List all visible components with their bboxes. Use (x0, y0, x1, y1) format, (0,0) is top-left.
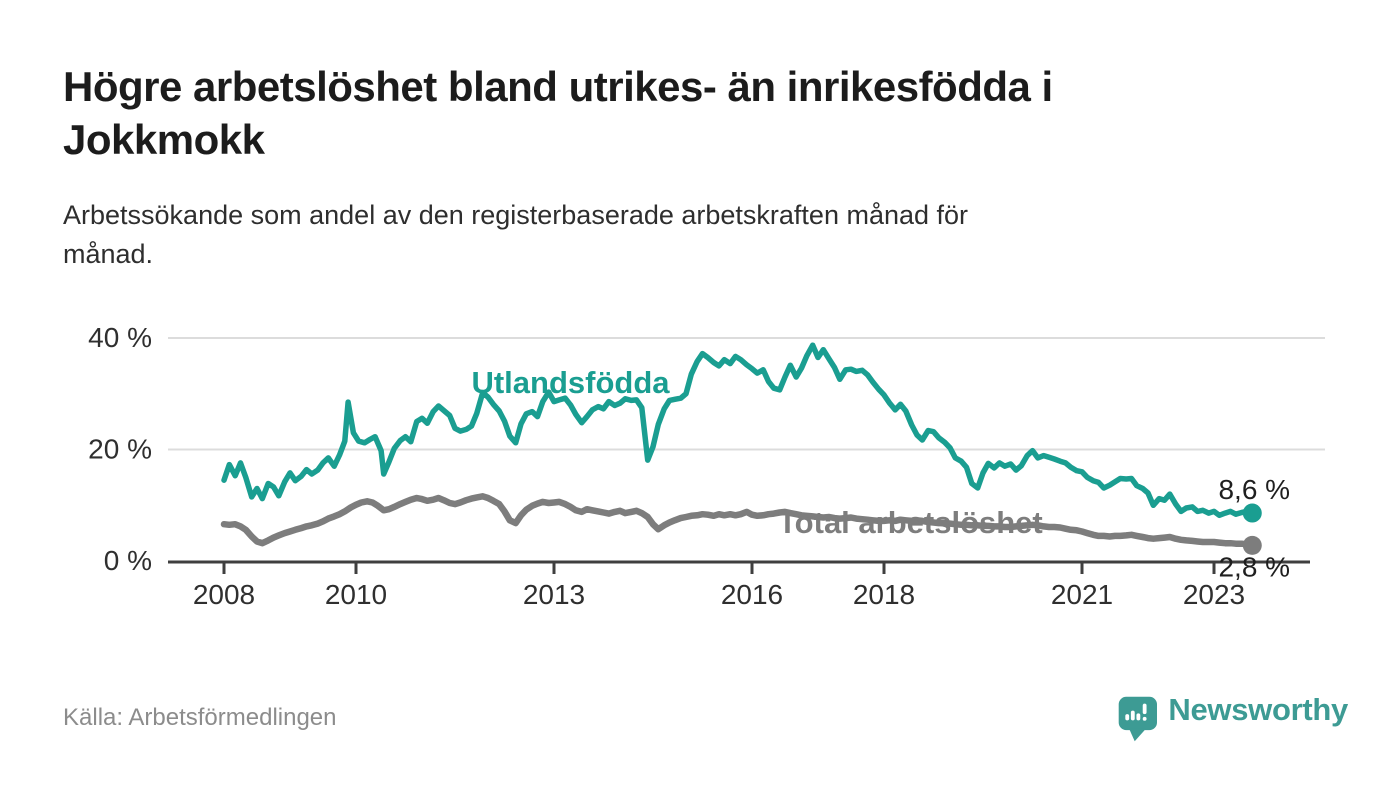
utlandsfodda-series-label: Utlandsfödda (471, 365, 670, 400)
total-arbetsloshet-line (220, 493, 1256, 549)
source-note: Källa: Arbetsförmedlingen (63, 704, 337, 731)
newsworthy-logo-text: Newsworthy (1168, 692, 1348, 727)
chart-subtitle: Arbetssökande som andel av den registerb… (63, 200, 969, 269)
total-arbetsloshet-end-dot (1242, 535, 1262, 555)
utlandsfodda-line (221, 342, 1256, 519)
chart-title: Högre arbetslöshet bland utrikes- än inr… (63, 63, 1053, 163)
x-tick-label-2010: 2010 (325, 579, 387, 610)
newsworthy-logo: Newsworthy (1118, 684, 1348, 754)
bar-chart-speech-bubble-icon (1118, 696, 1157, 742)
utlandsfodda-end-dot (1242, 503, 1262, 523)
x-tick-label-2016: 2016 (721, 579, 783, 610)
total-arbetsloshet-series-label: Total arbetslöshet (778, 505, 1043, 540)
x-tick-label-2023: 2023 (1183, 579, 1245, 610)
utlandsfodda-end-value-label: 8,6 % (1218, 474, 1290, 505)
total-arbetsloshet-end-value-label: 2,8 % (1218, 551, 1290, 582)
x-tick-label-2018: 2018 (853, 579, 915, 610)
x-tick-label-2021: 2021 (1051, 579, 1113, 610)
y-tick-label-40: 40 % (88, 322, 152, 353)
x-tick-label-2013: 2013 (523, 579, 585, 610)
y-tick-label-0: 0 % (104, 545, 152, 576)
x-tick-label-2008: 2008 (193, 579, 255, 610)
y-tick-label-20: 20 % (88, 434, 152, 465)
